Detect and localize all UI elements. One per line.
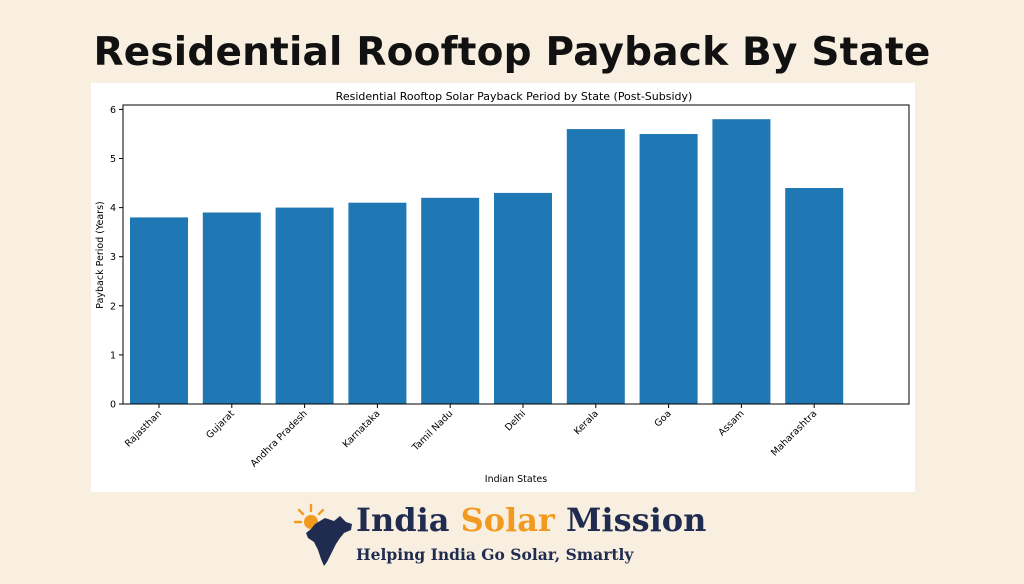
brand-logo: India Solar Mission Helping India Go Sol… — [290, 500, 750, 576]
x-tick-label: Gujarat — [204, 408, 237, 441]
bar-karnataka — [348, 202, 407, 404]
x-tick-label: Rajasthan — [123, 408, 164, 449]
y-tick-label: 2 — [110, 301, 116, 312]
y-axis: 0 1 2 3 4 5 6 — [110, 105, 123, 411]
y-tick-label: 0 — [110, 400, 116, 411]
x-tick-label: Andhra Pradesh — [249, 408, 310, 469]
bars-layer — [130, 119, 844, 404]
y-tick-label: 4 — [110, 203, 116, 214]
x-tick-label: Tamil Nadu — [410, 408, 456, 454]
bar-assam — [712, 119, 771, 404]
plot-frame — [122, 104, 910, 405]
page-title: Residential Rooftop Payback By State — [93, 30, 931, 75]
brand-word-mission: Mission — [565, 501, 707, 539]
x-axis-label: Indian States — [485, 474, 548, 485]
x-axis: Rajasthan Gujarat Andhra Pradesh Karnataka T… — [123, 404, 819, 469]
x-tick-label: Karnataka — [341, 408, 383, 450]
x-tick-label: Delhi — [503, 408, 528, 433]
chart-title: Residential Rooftop Solar Payback Period… — [336, 90, 693, 103]
bar-delhi — [494, 192, 552, 404]
y-tick-label: 6 — [110, 105, 116, 116]
brand-word-solar: Solar — [460, 501, 555, 539]
x-tick-label: Kerala — [572, 408, 601, 437]
india-map-sun-icon — [294, 503, 352, 566]
x-tick-label: Goa — [653, 408, 674, 429]
brand-tagline: Helping India Go Solar, Smartly — [356, 545, 634, 564]
y-tick-label: 1 — [110, 350, 116, 361]
bar-rajasthan — [130, 217, 188, 404]
bar-andhra-pradesh — [275, 207, 334, 404]
bar-tamil-nadu — [421, 197, 480, 404]
brand-name: India Solar Mission — [356, 501, 706, 539]
chart-panel: Residential Rooftop Solar Payback Period… — [91, 83, 915, 492]
bar-goa — [639, 134, 698, 404]
bar-gujarat — [202, 212, 261, 404]
x-tick-label: Maharashtra — [769, 408, 819, 458]
brand-word-india: India — [356, 501, 450, 539]
y-tick-label: 3 — [110, 252, 116, 263]
bar-kerala — [566, 129, 625, 404]
bar-maharashtra — [785, 188, 844, 404]
bar-chart: Residential Rooftop Solar Payback Period… — [95, 90, 910, 485]
y-axis-label: Payback Period (Years) — [95, 201, 106, 308]
y-tick-label: 5 — [110, 154, 116, 165]
x-tick-label: Assam — [716, 408, 746, 438]
